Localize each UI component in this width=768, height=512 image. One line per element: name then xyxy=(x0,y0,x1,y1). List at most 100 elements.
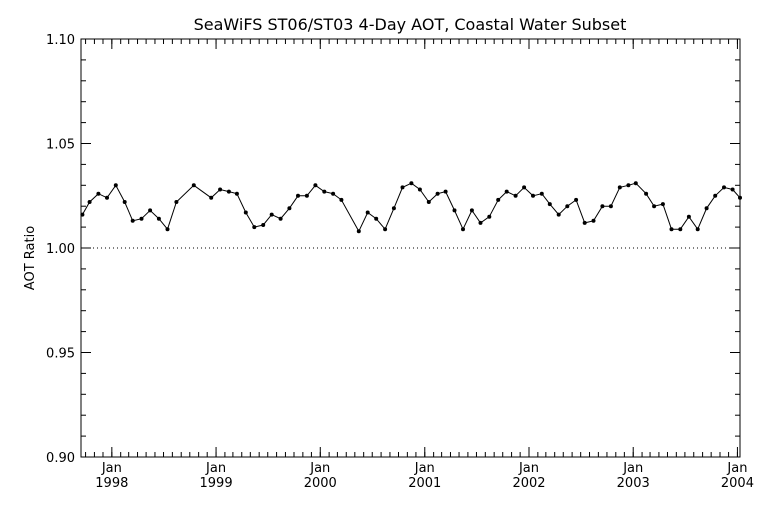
x-tick-year: 2002 xyxy=(512,476,545,491)
data-point xyxy=(435,191,440,196)
y-tick-label: 0.95 xyxy=(46,347,75,362)
data-point xyxy=(322,189,327,194)
x-tick-year: 2000 xyxy=(304,476,337,491)
data-point xyxy=(243,210,248,215)
data-point xyxy=(139,216,144,221)
x-tick-month: Jan xyxy=(414,461,435,476)
x-tick-month: Jan xyxy=(101,461,122,476)
data-point xyxy=(496,197,501,202)
data-point xyxy=(574,197,579,202)
data-point xyxy=(374,216,379,221)
data-point xyxy=(644,191,649,196)
data-point xyxy=(504,189,509,194)
data-point xyxy=(660,202,665,207)
data-point xyxy=(130,218,135,223)
data-point xyxy=(608,204,613,209)
data-point xyxy=(617,185,622,190)
data-point xyxy=(234,191,239,196)
x-tick-month: Jan xyxy=(518,461,539,476)
data-point xyxy=(391,206,396,211)
data-point xyxy=(96,191,101,196)
data-point xyxy=(591,218,596,223)
x-tick-year: 2004 xyxy=(721,476,754,491)
data-point xyxy=(539,191,544,196)
data-point xyxy=(400,185,405,190)
x-tick-month: Jan xyxy=(205,461,226,476)
data-point xyxy=(522,185,527,190)
data-point xyxy=(443,189,448,194)
y-tick-label: 1.10 xyxy=(46,33,75,48)
y-tick-label: 1.05 xyxy=(46,138,75,153)
data-point xyxy=(304,193,309,198)
data-point xyxy=(87,200,92,204)
data-point xyxy=(296,193,300,198)
data-point xyxy=(261,223,266,227)
data-point xyxy=(365,210,370,215)
data-point xyxy=(313,183,318,188)
data-point xyxy=(409,181,414,186)
y-axis: 0.90 0.95 1.00 1.05 1.10 xyxy=(46,33,740,466)
data-point xyxy=(531,193,535,198)
x-axis: Jan1998Jan1999Jan2000Jan2001Jan2002Jan20… xyxy=(85,39,754,491)
y-tick-label: 0.90 xyxy=(46,451,75,466)
data-point xyxy=(156,216,161,221)
data-point xyxy=(600,204,605,209)
x-tick-month: Jan xyxy=(622,461,643,476)
data-point xyxy=(730,187,735,192)
data-point xyxy=(469,208,474,213)
data-point xyxy=(556,212,561,217)
data-point xyxy=(513,193,518,198)
data-point xyxy=(695,227,700,232)
data-point xyxy=(452,208,457,213)
data-point xyxy=(652,204,657,209)
data-point xyxy=(417,187,422,192)
data-point xyxy=(565,204,570,209)
data-point xyxy=(252,225,257,230)
data-point xyxy=(122,200,127,204)
data-point xyxy=(356,229,361,234)
data-point xyxy=(165,227,170,232)
data-point xyxy=(269,212,274,217)
data-point xyxy=(713,193,718,198)
y-tick-label: 1.00 xyxy=(46,242,75,257)
x-tick-month: Jan xyxy=(726,461,747,476)
x-tick-year: 2001 xyxy=(408,476,441,491)
data-points xyxy=(80,181,742,234)
data-point xyxy=(633,181,638,186)
data-point xyxy=(426,200,431,204)
x-tick-month: Jan xyxy=(309,461,330,476)
data-point xyxy=(278,216,283,221)
data-point xyxy=(287,206,292,211)
data-point xyxy=(174,200,179,204)
data-point xyxy=(209,195,214,200)
chart-title: SeaWiFS ST06/ST03 4-Day AOT, Coastal Wat… xyxy=(194,15,627,34)
data-point xyxy=(669,227,674,232)
data-point xyxy=(339,197,344,202)
data-point xyxy=(582,220,587,225)
data-point xyxy=(626,183,631,188)
series-line xyxy=(81,182,741,233)
data-point xyxy=(547,202,552,207)
data-point xyxy=(678,227,683,232)
data-point xyxy=(461,227,465,232)
data-point xyxy=(113,183,118,188)
data-point xyxy=(487,214,492,219)
data-point xyxy=(722,185,726,190)
data-point xyxy=(191,183,196,188)
data-point xyxy=(226,189,231,194)
data-point xyxy=(383,227,388,232)
data-point xyxy=(478,220,483,225)
data-point xyxy=(105,195,109,200)
data-point xyxy=(148,208,153,213)
x-tick-year: 2003 xyxy=(617,476,650,491)
y-axis-label: AOT Ratio xyxy=(23,226,38,290)
data-point xyxy=(331,191,336,196)
data-point xyxy=(218,187,223,192)
data-point xyxy=(686,214,691,219)
data-point xyxy=(738,195,742,200)
x-tick-year: 1998 xyxy=(95,476,128,491)
data-point xyxy=(704,206,709,211)
x-tick-year: 1999 xyxy=(200,476,233,491)
data-point xyxy=(80,212,85,217)
